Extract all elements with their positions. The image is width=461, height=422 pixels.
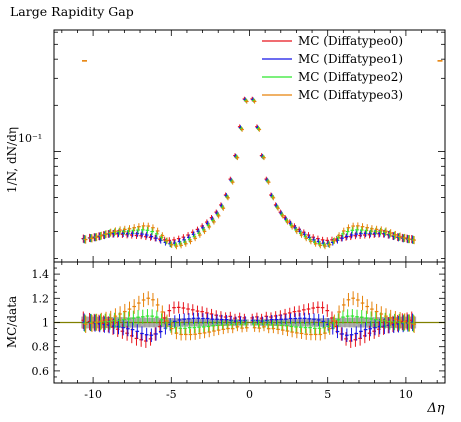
main-y-axis-label: 1/N, dN/dη (5, 127, 19, 193)
y-tick-label: 1.4 (32, 268, 50, 281)
x-tick-label: 5 (324, 388, 331, 401)
y-tick-label: 0.8 (32, 341, 50, 354)
y-tick-label: 1 (42, 317, 49, 330)
legend-label-3: MC (Diffatypeo3) (298, 88, 403, 102)
x-tick-label: 10 (399, 388, 413, 401)
legend-label-0: MC (Diffatypeo0) (298, 34, 403, 48)
x-tick-label: 0 (246, 388, 253, 401)
ratio-y-axis-label: MC/data (5, 296, 19, 348)
x-tick-label: -10 (84, 388, 102, 401)
x-tick-label: -5 (166, 388, 177, 401)
legend: MC (Diffatypeo0) MC (Diffatypeo1) MC (Di… (262, 34, 403, 102)
legend-label-2: MC (Diffatypeo2) (298, 70, 403, 84)
axis-layer: -10 -5 0 5 10 0.6 0.8 1 1.2 1.4 (32, 30, 445, 401)
x-axis-label: Δη (426, 401, 444, 416)
y-tick-label: 1.2 (32, 292, 50, 305)
chart-title: Large Rapidity Gap (10, 4, 134, 19)
y-tick-label: 0.6 (32, 365, 50, 378)
ratio-layer (54, 291, 445, 348)
main-y-tick-label: 10⁻¹ (18, 132, 42, 145)
legend-label-1: MC (Diffatypeo1) (298, 52, 403, 66)
main-layer (81, 60, 443, 250)
